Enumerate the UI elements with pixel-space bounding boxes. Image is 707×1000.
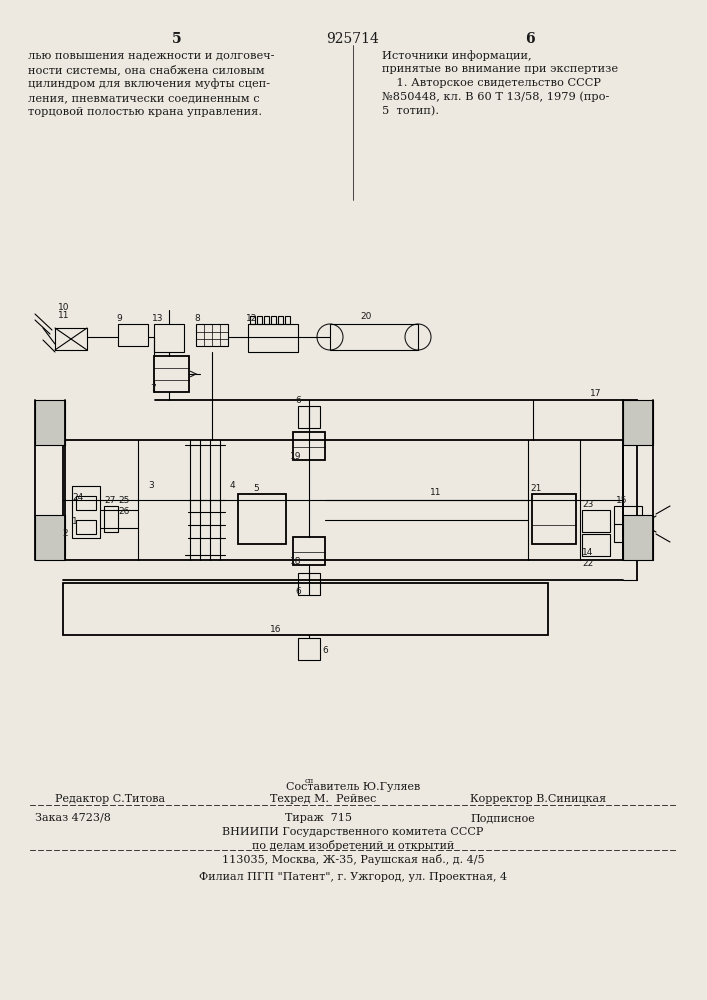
Text: лью повышения надежности и долговеч-
ности системы, она снабжена силовым
цилиндр: лью повышения надежности и долговеч- нос… [28, 50, 274, 117]
Text: 6: 6 [295, 396, 300, 405]
Text: сп: сп [305, 777, 314, 785]
Text: ВНИИПИ Государственного комитета СССР: ВНИИПИ Государственного комитета СССР [222, 827, 484, 837]
Text: 925714: 925714 [327, 32, 380, 46]
Text: 24: 24 [72, 493, 83, 502]
Bar [623, 400, 653, 445]
Text: Филиал ПГП "Патент", г. Ужгород, ул. Проектная, 4: Филиал ПГП "Патент", г. Ужгород, ул. Про… [199, 872, 507, 882]
Text: 2: 2 [62, 529, 68, 538]
Text: 22: 22 [582, 559, 593, 568]
Bar [532, 494, 576, 544]
Bar [298, 406, 320, 428]
Bar [298, 573, 320, 595]
Bar [582, 534, 610, 556]
Text: 13: 13 [152, 314, 163, 323]
Text: 23: 23 [582, 500, 593, 509]
Bar [196, 324, 228, 346]
Bar [623, 515, 653, 560]
Bar [614, 506, 642, 542]
Text: Редактор С.Титова: Редактор С.Титова [55, 794, 165, 804]
Text: 6: 6 [322, 646, 328, 655]
Bar [118, 324, 148, 346]
Text: Составитель Ю.Гуляев: Составитель Ю.Гуляев [286, 782, 420, 792]
Text: Подписное: Подписное [470, 813, 534, 823]
Text: 20: 20 [360, 312, 371, 321]
Bar [271, 316, 276, 324]
Bar [257, 316, 262, 324]
Bar [248, 324, 298, 352]
Text: 5: 5 [173, 32, 182, 46]
Text: 6: 6 [295, 587, 300, 596]
Text: 6: 6 [525, 32, 534, 46]
Bar [154, 356, 189, 392]
Bar [298, 638, 320, 660]
Bar [238, 494, 286, 544]
Text: 5: 5 [253, 484, 259, 493]
Bar [63, 440, 623, 560]
Bar [250, 316, 255, 324]
Text: 7: 7 [150, 384, 156, 393]
Text: Тираж  715: Тираж 715 [285, 813, 352, 823]
Text: 16: 16 [270, 625, 281, 634]
Bar [35, 515, 65, 560]
Bar [293, 432, 325, 460]
Text: Заказ 4723/8: Заказ 4723/8 [35, 813, 111, 823]
Text: 18: 18 [290, 557, 301, 566]
Text: Техред М.  Рейвес: Техред М. Рейвес [270, 794, 376, 804]
Text: Источники информации,: Источники информации, [382, 50, 532, 61]
Bar [104, 506, 118, 532]
Bar [63, 583, 548, 635]
Bar [293, 537, 325, 565]
Text: 15: 15 [616, 496, 628, 505]
Text: 11: 11 [430, 488, 441, 497]
Text: 1: 1 [72, 517, 78, 526]
Bar [76, 496, 96, 510]
Bar [582, 510, 610, 532]
Bar [55, 328, 87, 350]
Text: 3: 3 [148, 481, 153, 490]
Text: 113035, Москва, Ж-35, Раушская наб., д. 4/5: 113035, Москва, Ж-35, Раушская наб., д. … [222, 854, 484, 865]
Bar [278, 316, 283, 324]
Bar [154, 324, 184, 352]
Text: 4: 4 [230, 481, 235, 490]
Bar [330, 324, 418, 350]
Text: 14: 14 [582, 548, 593, 557]
Text: 26: 26 [118, 507, 129, 516]
Text: 27: 27 [104, 496, 115, 505]
Text: Корректор В.Синицкая: Корректор В.Синицкая [470, 794, 606, 804]
Bar [76, 520, 96, 534]
Text: 21: 21 [530, 484, 542, 493]
Text: 19: 19 [290, 452, 301, 461]
Text: 12: 12 [246, 314, 257, 323]
Bar [72, 486, 100, 538]
Bar [35, 400, 65, 445]
Text: принятые во внимание при экспертизе
    1. Авторское свидетельство СССР
№850448,: принятые во внимание при экспертизе 1. А… [382, 64, 618, 116]
Text: по делам изобретений и открытий: по делам изобретений и открытий [252, 840, 454, 851]
Bar [264, 316, 269, 324]
Text: 10: 10 [58, 303, 69, 312]
Text: 9: 9 [116, 314, 122, 323]
Bar [285, 316, 290, 324]
Text: 11: 11 [58, 311, 69, 320]
Text: 25: 25 [118, 496, 129, 505]
Text: 8: 8 [194, 314, 200, 323]
Text: 17: 17 [590, 389, 602, 398]
